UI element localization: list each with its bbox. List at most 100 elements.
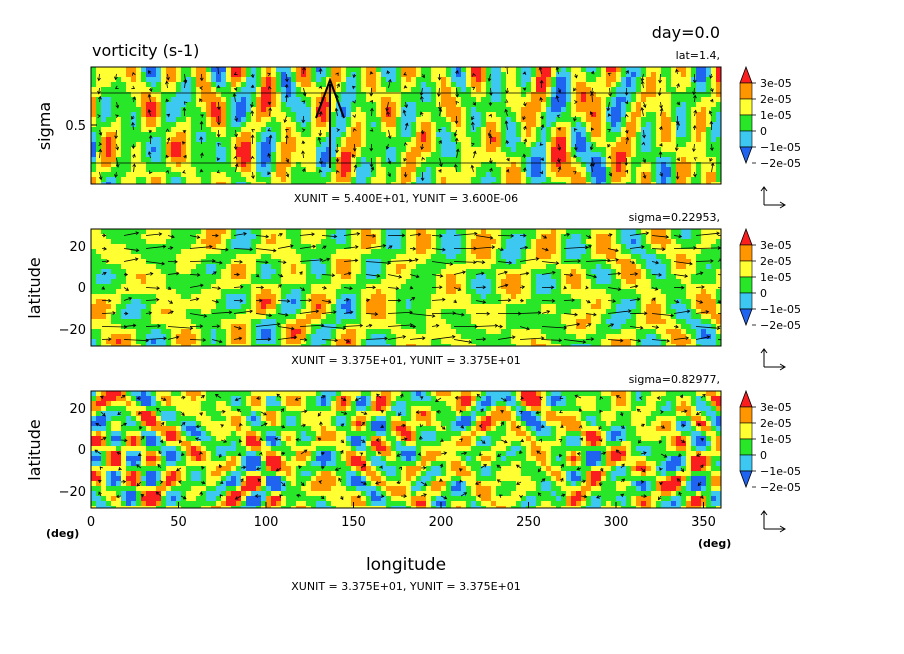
field-cell [351, 82, 357, 88]
field-cell [421, 117, 427, 123]
field-cell [661, 102, 667, 108]
field-cell [141, 254, 147, 260]
field-cell [271, 254, 277, 260]
wind-vector-head [98, 176, 103, 181]
field-cell [621, 107, 627, 113]
field-cell [281, 127, 287, 133]
field-cell [171, 229, 177, 235]
wind-vector-head [522, 102, 527, 107]
field-cell [296, 137, 302, 143]
wind-vector [115, 73, 117, 80]
field-cell [361, 269, 367, 275]
wind-vector-head [607, 113, 612, 117]
field-cell [681, 162, 687, 168]
field-cell [251, 132, 257, 138]
field-cell [501, 82, 507, 88]
field-cell [556, 234, 562, 240]
field-cell [696, 137, 702, 143]
field-cell [246, 112, 252, 118]
field-cell [526, 147, 532, 153]
field-cell [401, 259, 407, 265]
field-cell [571, 112, 577, 118]
field-cell [471, 152, 477, 158]
field-cell [466, 72, 472, 78]
field-cell [261, 107, 267, 113]
wind-vector-head [369, 164, 374, 168]
field-cell [356, 269, 362, 275]
wind-vector [488, 73, 491, 82]
field-cell [91, 274, 97, 280]
field-cell [201, 137, 207, 143]
field-cell [666, 67, 672, 73]
field-cell [136, 182, 142, 184]
field-cell [366, 92, 372, 98]
wind-vector-head [369, 147, 374, 152]
field-cell [491, 132, 497, 138]
field-cell [136, 244, 142, 250]
field-cell [316, 152, 322, 158]
field-cell [471, 137, 477, 143]
field-cell [96, 102, 102, 108]
field-cell [556, 72, 562, 78]
field-cell [296, 82, 302, 88]
field-cell [391, 147, 397, 153]
field-cell [241, 229, 247, 235]
field-cell [686, 82, 692, 88]
field-cell [551, 72, 557, 78]
wind-vector-head [472, 150, 477, 155]
field-cell [576, 122, 582, 128]
field-cell [571, 259, 577, 265]
field-cell [691, 67, 697, 73]
field-cell [121, 87, 127, 93]
field-cell [411, 234, 417, 240]
field-cell [646, 249, 652, 255]
field-cell [486, 122, 492, 128]
wind-vector-head [624, 169, 629, 174]
field-cell [191, 77, 197, 83]
wind-vector-head [114, 135, 118, 140]
field-cell [486, 72, 492, 78]
field-cell [386, 244, 392, 250]
field-cell [361, 264, 367, 270]
field-cell [341, 107, 347, 113]
field-cell [656, 142, 662, 148]
field-cell [181, 152, 187, 158]
field-cell [186, 127, 192, 133]
field-cell [416, 142, 422, 148]
field-cell [646, 177, 652, 183]
field-cell [491, 92, 497, 98]
field-cell [586, 92, 592, 98]
field-cell [671, 147, 677, 153]
field-cell [586, 254, 592, 260]
field-cell [621, 122, 627, 128]
field-cell [421, 172, 427, 178]
field-cell [256, 234, 262, 240]
field-cell [431, 117, 437, 123]
field-cell [536, 87, 542, 93]
field-cell [701, 157, 707, 163]
field-cell [391, 259, 397, 265]
field-cell [666, 107, 672, 113]
field-cell [206, 117, 212, 123]
field-cell [171, 127, 177, 133]
field-cell [156, 239, 162, 245]
wind-vector-head [709, 158, 713, 162]
field-cell [196, 87, 202, 93]
field-cell [381, 147, 387, 153]
field-cell [401, 182, 407, 184]
field-cell [351, 182, 357, 184]
field-cell [236, 239, 242, 245]
field-cell [476, 132, 482, 138]
field-cell [701, 229, 707, 235]
field-cell [536, 92, 542, 98]
field-cell [531, 254, 537, 260]
field-cell [101, 127, 107, 133]
field-cell [366, 229, 372, 235]
field-cell [406, 122, 412, 128]
field-cell [511, 112, 517, 118]
field-cell [151, 77, 157, 83]
field-cell [656, 157, 662, 163]
field-cell [341, 142, 347, 148]
field-cell [421, 102, 427, 108]
field-cell [216, 142, 222, 148]
